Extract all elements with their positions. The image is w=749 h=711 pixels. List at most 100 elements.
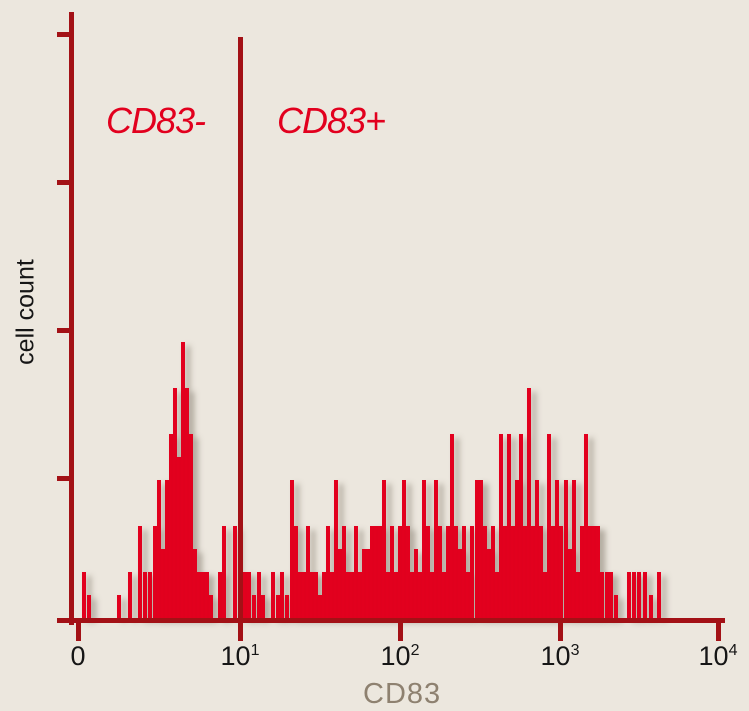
histogram-bar <box>358 572 362 618</box>
histogram-bar <box>499 434 503 618</box>
histogram-bar <box>233 526 237 618</box>
histogram-bar <box>414 549 418 618</box>
histogram-bar <box>637 572 641 618</box>
histogram-bar <box>657 572 661 618</box>
histogram-bar <box>535 480 539 618</box>
histogram-bar <box>271 572 275 618</box>
histogram-bar <box>318 595 322 618</box>
histogram-bar <box>434 480 438 618</box>
histogram-bar <box>185 388 189 618</box>
y-axis-line <box>69 12 74 625</box>
histogram-bar <box>649 595 653 618</box>
histogram-bar <box>306 526 310 618</box>
histogram-bar <box>539 526 543 618</box>
histogram-bar <box>454 526 458 618</box>
histogram-bar <box>366 549 370 618</box>
histogram-bar <box>222 526 226 618</box>
histogram-bar <box>614 595 618 618</box>
x-tick-label: 0 <box>70 641 86 671</box>
histogram-bar <box>177 457 181 618</box>
histogram-bar <box>161 549 165 618</box>
x-tick <box>398 618 403 641</box>
histogram-bar <box>257 572 261 618</box>
histogram-bar <box>294 526 298 618</box>
histogram-bar <box>143 572 147 618</box>
histogram-bar <box>551 526 555 618</box>
histogram-bar <box>511 526 515 618</box>
histogram-bar <box>495 572 499 618</box>
x-tick <box>76 618 81 641</box>
histogram-bar <box>201 572 205 618</box>
histogram-bar <box>596 526 600 618</box>
histogram-bar <box>153 526 157 618</box>
histogram-bar <box>568 549 572 618</box>
histogram-bar <box>117 595 121 618</box>
histogram-bar <box>314 572 318 618</box>
histogram-bar <box>276 595 280 618</box>
gate-line <box>238 37 243 620</box>
histogram-bar <box>475 480 479 618</box>
histogram-bar <box>197 572 201 618</box>
histogram-bar <box>609 572 613 618</box>
histogram-bar <box>470 526 474 618</box>
histogram-bar <box>252 595 256 618</box>
x-tick <box>558 618 563 641</box>
histogram-bar <box>390 526 394 618</box>
histogram-bar <box>285 595 289 618</box>
histogram-bar <box>362 549 366 618</box>
histogram-bar <box>527 388 531 618</box>
histogram-bar <box>82 572 86 618</box>
x-tick-label: 102 <box>380 641 420 671</box>
histogram-bar <box>322 572 326 618</box>
histogram-bar <box>181 342 185 618</box>
histogram-bar <box>280 572 284 618</box>
histogram-bar <box>588 526 592 618</box>
histogram-bar <box>382 480 386 618</box>
histogram-bar <box>218 572 222 618</box>
histogram-bar <box>580 526 584 618</box>
histogram-bar <box>547 434 551 618</box>
histogram-bar <box>523 526 527 618</box>
histogram-bar <box>290 480 294 618</box>
histogram-bar <box>298 572 302 618</box>
histogram-bar <box>138 526 142 618</box>
histogram-bar <box>310 572 314 618</box>
histogram-bar <box>128 572 132 618</box>
histogram-bar <box>386 572 390 618</box>
histogram-bar <box>632 572 636 618</box>
x-axis-label: CD83 <box>363 678 442 710</box>
histogram-bar <box>438 526 442 618</box>
histogram-bar <box>572 480 576 618</box>
x-axis-line <box>57 618 725 623</box>
histogram-bar <box>261 595 265 618</box>
histogram-bar <box>564 480 568 618</box>
histogram-bar <box>418 572 422 618</box>
histogram-bar <box>483 526 487 618</box>
histogram-bar <box>402 480 406 618</box>
histogram-bar <box>169 434 173 618</box>
histogram-bar <box>643 572 647 618</box>
y-tick <box>57 476 70 481</box>
histogram-bar <box>592 526 596 618</box>
histogram-bar <box>410 572 414 618</box>
histogram-bar <box>148 572 152 618</box>
histogram-bar <box>426 526 430 618</box>
histogram-bar <box>446 526 450 618</box>
histogram-bar <box>157 480 161 618</box>
histogram-bar <box>394 572 398 618</box>
histogram-bar <box>462 526 466 618</box>
histogram-bar <box>302 572 306 618</box>
histogram-bar <box>87 595 91 618</box>
histogram-bar <box>243 572 247 618</box>
histogram-bar <box>338 549 342 618</box>
histogram-bar <box>458 549 462 618</box>
x-tick-label: 101 <box>220 641 260 671</box>
histogram-bar <box>543 572 547 618</box>
histogram-bar <box>370 526 374 618</box>
histogram-bar <box>515 480 519 618</box>
x-tick <box>238 618 243 641</box>
y-axis-label: cell count <box>11 259 40 365</box>
histogram-bar <box>247 572 251 618</box>
histogram-bar <box>342 526 346 618</box>
x-tick-label: 104 <box>698 641 738 671</box>
